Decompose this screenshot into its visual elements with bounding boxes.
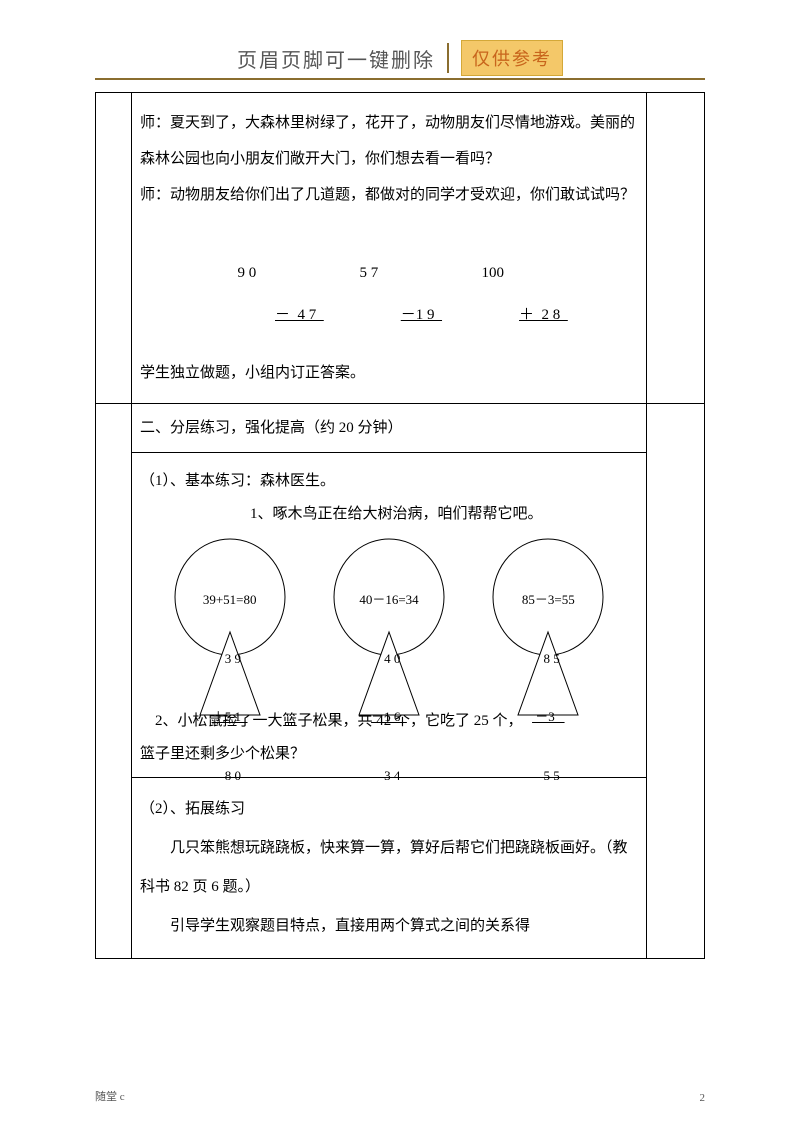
- footer-left: 随堂 c: [95, 1088, 125, 1104]
- tree-line1: 4 0: [319, 649, 459, 669]
- arithmetic-problems: 9 0 － 4 7 5 7 －1 9 100 ＋ 2 8: [230, 221, 638, 347]
- paragraph: 几只笨熊想玩跷跷板，快来算一算，算好后帮它们把跷跷板画好。（教科书 82 页 6…: [140, 829, 638, 907]
- tree-line3: 5 5: [478, 766, 618, 786]
- tree-line1: 3 9: [160, 649, 300, 669]
- tree-line3: 3 4: [319, 766, 459, 786]
- problem-2: 5 7 －1 9: [356, 221, 442, 347]
- tree-line3: 8 0: [160, 766, 300, 786]
- table-row: 师：夏天到了，大森林里树绿了，花开了，动物朋友们尽情地游戏。美丽的森林公园也向小…: [96, 93, 705, 404]
- problem-3: 100 ＋ 2 8: [474, 221, 568, 347]
- tree-diagram-2: 40－16=34 4 0 －1 6 3 4: [319, 537, 459, 717]
- header-rule: [95, 78, 705, 80]
- content-block: 师：夏天到了，大森林里树绿了，花开了，动物朋友们尽情地游戏。美丽的森林公园也向小…: [132, 93, 646, 403]
- tree-line1: 8 5: [478, 649, 618, 669]
- tree-equation: 85－3=55: [478, 590, 618, 610]
- header-divider: [447, 43, 449, 73]
- math-top: 5 7: [356, 263, 442, 284]
- right-cell: [647, 404, 705, 959]
- math-bottom: － 4 7: [275, 305, 324, 326]
- tree-math: 85－3=55 8 5 －3 5 5: [478, 551, 618, 824]
- left-cell: [96, 93, 132, 404]
- math-bottom: ＋ 2 8: [519, 305, 568, 326]
- tree-line2: ＋5 1: [160, 707, 300, 727]
- content-block: （1）、基本练习：森林医生。 1、啄木鸟正在给大树治病，咱们帮帮它吧。 39+5…: [132, 453, 646, 777]
- paragraph: 师：夏天到了，大森林里树绿了，花开了，动物朋友们尽情地游戏。美丽的森林公园也向小…: [140, 105, 638, 177]
- tree-line2: －3: [478, 707, 618, 727]
- subsection-title: （1）、基本练习：森林医生。: [140, 465, 638, 498]
- tree-diagram-1: 39+51=80 3 9 ＋5 1 8 0: [160, 537, 300, 717]
- math-top: 100: [474, 263, 568, 284]
- math-top: 9 0: [230, 263, 324, 284]
- tree-diagram-3: 85－3=55 8 5 －3 5 5: [478, 537, 618, 717]
- tree-equation: 40－16=34: [319, 590, 459, 610]
- table-row: （1）、基本练习：森林医生。 1、啄木鸟正在给大树治病，咱们帮帮它吧。 39+5…: [96, 453, 705, 778]
- paragraph: 学生独立做题，小组内订正答案。: [140, 355, 638, 391]
- subsection-item: 1、啄木鸟正在给大树治病，咱们帮帮它吧。: [140, 498, 638, 531]
- table-row: 二、分层练习，强化提高（约 20 分钟）: [96, 404, 705, 453]
- left-cell: [96, 404, 132, 959]
- section-heading: 二、分层练习，强化提高（约 20 分钟）: [140, 410, 638, 446]
- page-number: 2: [700, 1092, 706, 1104]
- tree-equation: 39+51=80: [160, 590, 300, 610]
- tree-diagrams: 39+51=80 3 9 ＋5 1 8 0 4: [140, 537, 638, 717]
- tree-math: 40－16=34 4 0 －1 6 3 4: [319, 551, 459, 824]
- mid-cell: 师：夏天到了，大森林里树绿了，花开了，动物朋友们尽情地游戏。美丽的森林公园也向小…: [132, 93, 647, 404]
- paragraph: 师：动物朋友给你们出了几道题，都做对的同学才受欢迎，你们敢试试吗？: [140, 177, 638, 213]
- page-header: 页眉页脚可一键删除 仅供参考: [0, 40, 800, 76]
- right-cell: [647, 93, 705, 404]
- lesson-table: 师：夏天到了，大森林里树绿了，花开了，动物朋友们尽情地游戏。美丽的森林公园也向小…: [95, 92, 705, 959]
- header-inner: 页眉页脚可一键删除 仅供参考: [237, 40, 563, 76]
- reference-badge: 仅供参考: [461, 40, 563, 76]
- tree-math: 39+51=80 3 9 ＋5 1 8 0: [160, 551, 300, 824]
- content-block: 二、分层练习，强化提高（约 20 分钟）: [132, 404, 646, 452]
- mid-cell: （1）、基本练习：森林医生。 1、啄木鸟正在给大树治病，咱们帮帮它吧。 39+5…: [132, 453, 647, 778]
- paragraph: 引导学生观察题目特点，直接用两个算式之间的关系得: [140, 907, 638, 946]
- math-bottom: －1 9: [401, 305, 442, 326]
- mid-cell: 二、分层练习，强化提高（约 20 分钟）: [132, 404, 647, 453]
- problem-1: 9 0 － 4 7: [230, 221, 324, 347]
- tree-line2: －1 6: [319, 707, 459, 727]
- header-text: 页眉页脚可一键删除: [237, 44, 435, 73]
